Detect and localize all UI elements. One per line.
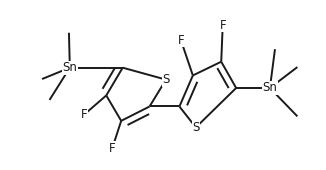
Text: S: S bbox=[192, 121, 200, 134]
Text: F: F bbox=[219, 19, 226, 32]
Text: Sn: Sn bbox=[62, 61, 77, 74]
Text: F: F bbox=[178, 34, 184, 47]
Text: F: F bbox=[81, 108, 87, 121]
Text: Sn: Sn bbox=[262, 81, 277, 95]
Text: S: S bbox=[162, 73, 170, 86]
Text: F: F bbox=[109, 142, 115, 155]
